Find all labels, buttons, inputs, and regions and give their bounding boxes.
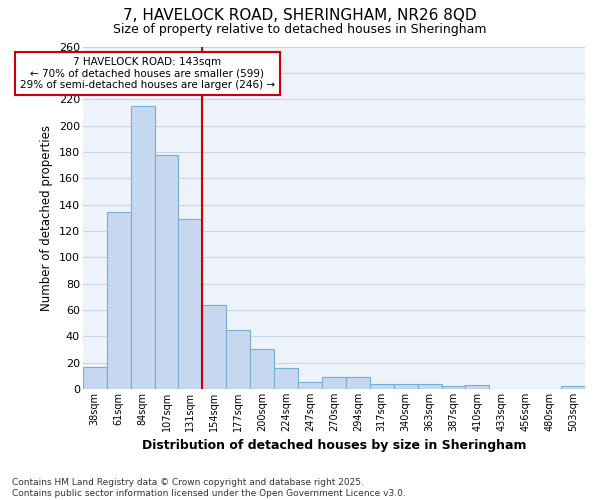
Bar [322, 377, 346, 389]
Bar [442, 386, 466, 389]
Text: Contains HM Land Registry data © Crown copyright and database right 2025.
Contai: Contains HM Land Registry data © Crown c… [12, 478, 406, 498]
Bar [561, 386, 585, 389]
Bar [346, 377, 370, 389]
Bar [250, 350, 274, 389]
Bar [178, 219, 202, 389]
Bar [466, 385, 490, 389]
Text: Size of property relative to detached houses in Sheringham: Size of property relative to detached ho… [113, 22, 487, 36]
Bar [394, 384, 418, 389]
Bar [370, 384, 394, 389]
Bar [418, 384, 442, 389]
Bar [131, 106, 155, 389]
Bar [202, 304, 226, 389]
Bar [298, 382, 322, 389]
X-axis label: Distribution of detached houses by size in Sheringham: Distribution of detached houses by size … [142, 440, 526, 452]
Bar [274, 368, 298, 389]
Y-axis label: Number of detached properties: Number of detached properties [40, 125, 53, 311]
Bar [226, 330, 250, 389]
Bar [107, 212, 131, 389]
Bar [155, 154, 178, 389]
Text: 7, HAVELOCK ROAD, SHERINGHAM, NR26 8QD: 7, HAVELOCK ROAD, SHERINGHAM, NR26 8QD [123, 8, 477, 22]
Text: 7 HAVELOCK ROAD: 143sqm
← 70% of detached houses are smaller (599)
29% of semi-d: 7 HAVELOCK ROAD: 143sqm ← 70% of detache… [20, 57, 275, 90]
Bar [83, 366, 107, 389]
